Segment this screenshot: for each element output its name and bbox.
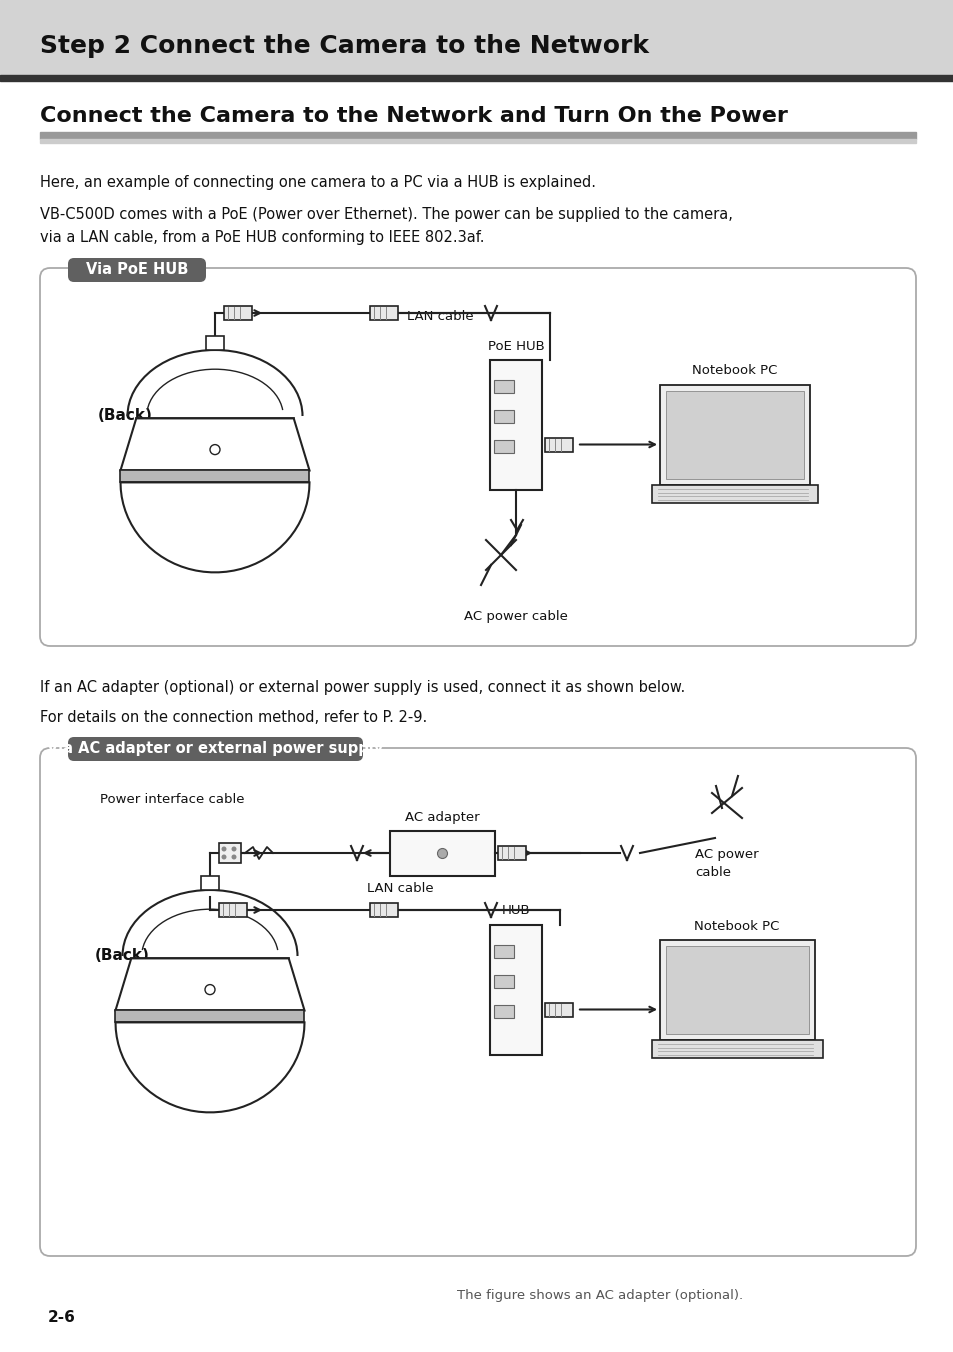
Bar	[659, 940, 814, 1040]
Text: LAN cable: LAN cable	[406, 310, 473, 323]
Polygon shape	[115, 1010, 304, 1022]
Bar	[390, 831, 495, 876]
Bar	[494, 380, 514, 393]
Text: (Back): (Back)	[98, 407, 152, 422]
Bar	[219, 844, 241, 863]
Bar	[0, 0, 953, 74]
Bar	[490, 925, 541, 1055]
Text: Notebook PC: Notebook PC	[694, 919, 779, 933]
Text: VB-C500D comes with a PoE (Power over Ethernet). The power can be supplied to th: VB-C500D comes with a PoE (Power over Et…	[40, 207, 732, 246]
Circle shape	[232, 846, 236, 852]
Text: (Back): (Back)	[95, 948, 150, 963]
Text: Via PoE HUB: Via PoE HUB	[86, 262, 188, 277]
Bar	[0, 74, 953, 81]
Circle shape	[221, 846, 226, 852]
Text: AC power cable: AC power cable	[463, 610, 567, 623]
Polygon shape	[120, 470, 309, 483]
Text: Notebook PC: Notebook PC	[692, 365, 777, 377]
FancyBboxPatch shape	[68, 258, 206, 283]
Bar	[651, 485, 817, 503]
Bar	[224, 306, 252, 320]
Circle shape	[221, 854, 226, 860]
Text: Connect the Camera to the Network and Turn On the Power: Connect the Camera to the Network and Tu…	[40, 105, 787, 126]
Circle shape	[205, 984, 214, 995]
Bar	[544, 438, 573, 452]
Polygon shape	[120, 418, 309, 470]
Text: The figure shows an AC adapter (optional).: The figure shows an AC adapter (optional…	[456, 1288, 742, 1302]
Bar	[544, 1002, 573, 1017]
Polygon shape	[120, 483, 309, 572]
Bar	[40, 132, 915, 139]
Bar	[219, 903, 247, 917]
Bar	[651, 1040, 822, 1059]
Text: Via AC adapter or external power supply: Via AC adapter or external power supply	[48, 741, 383, 757]
Bar	[494, 945, 514, 959]
Text: For details on the connection method, refer to P. 2-9.: For details on the connection method, re…	[40, 710, 427, 725]
FancyBboxPatch shape	[40, 748, 915, 1256]
Circle shape	[210, 445, 220, 454]
Bar	[497, 846, 525, 860]
Bar	[40, 139, 915, 143]
Text: LAN cable: LAN cable	[366, 882, 433, 895]
Bar	[494, 975, 514, 988]
Bar	[490, 360, 541, 489]
Bar	[370, 903, 397, 917]
Bar	[201, 876, 219, 890]
Text: Power interface cable: Power interface cable	[100, 794, 244, 806]
Bar	[206, 337, 224, 350]
Bar	[494, 439, 514, 453]
Bar	[665, 391, 803, 479]
Text: Step 2 Connect the Camera to the Network: Step 2 Connect the Camera to the Network	[40, 34, 648, 58]
Text: 2-6: 2-6	[48, 1310, 76, 1325]
Text: PoE HUB: PoE HUB	[487, 339, 544, 353]
Polygon shape	[115, 1022, 304, 1113]
FancyBboxPatch shape	[68, 737, 363, 761]
Text: Here, an example of connecting one camera to a PC via a HUB is explained.: Here, an example of connecting one camer…	[40, 174, 596, 191]
Bar	[370, 306, 397, 320]
Bar	[494, 410, 514, 423]
Bar	[659, 385, 809, 485]
Text: HUB: HUB	[501, 904, 530, 918]
Bar	[494, 1005, 514, 1018]
Circle shape	[437, 849, 447, 859]
Bar	[665, 946, 808, 1034]
Text: AC power
cable: AC power cable	[695, 848, 758, 879]
Text: AC adapter: AC adapter	[405, 810, 479, 823]
FancyBboxPatch shape	[40, 268, 915, 646]
Polygon shape	[115, 959, 304, 1010]
Circle shape	[232, 854, 236, 860]
Text: If an AC adapter (optional) or external power supply is used, connect it as show: If an AC adapter (optional) or external …	[40, 680, 684, 695]
